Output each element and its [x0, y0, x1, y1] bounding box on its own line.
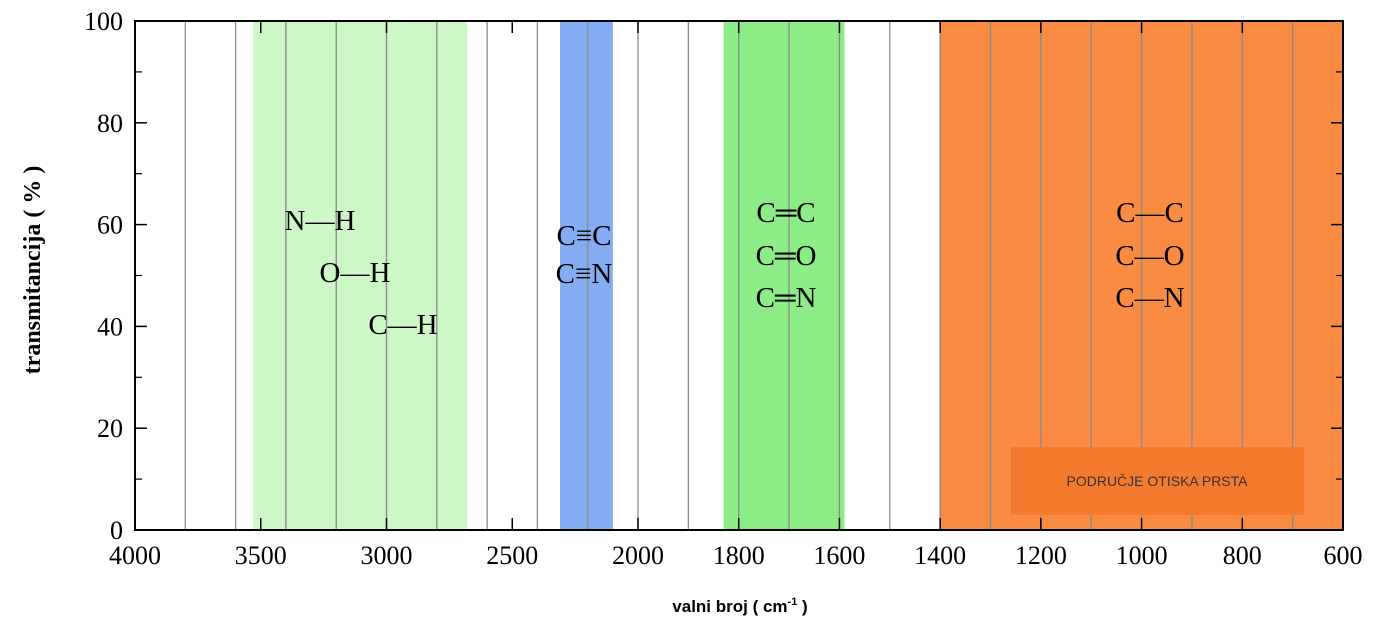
- bond-formulas: N—H O—H C—H C≡C C≡N C═C C═O C═N C—C C—O C—N: [285, 197, 1185, 341]
- y-axis-label: transmitancija ( % ): [20, 166, 46, 375]
- y-tick-label-20: 20: [97, 414, 123, 443]
- bond-label-single-bonds-to-hydrogen-0: N—H: [285, 205, 356, 237]
- x-tick-label-1400: 1400: [914, 541, 966, 570]
- bond-label-single-bonds-to-hydrogen-1: O—H: [320, 257, 391, 289]
- bond-label-double-bonds-1: C═O: [756, 240, 817, 272]
- axis-ticks: [134, 20, 1344, 531]
- y-tick-label-60: 60: [97, 211, 123, 240]
- bond-label-double-bonds-0: C═C: [756, 197, 815, 229]
- x-axis-label-superscript: -1: [788, 596, 798, 608]
- x-tick-label-4000: 4000: [109, 541, 161, 570]
- bond-label-double-bonds-2: C═N: [756, 282, 817, 314]
- x-tick-label-1000: 1000: [1116, 541, 1168, 570]
- bond-label-fingerprint-region-1: C—O: [1115, 240, 1184, 272]
- region-single-bonds-to-hydrogen: [253, 21, 467, 530]
- y-tick-label-100: 100: [84, 7, 123, 36]
- fingerprint-annotation: PODRUČJE OTISKA PRSTA: [1011, 447, 1304, 515]
- region-double-bonds: [723, 21, 845, 530]
- fingerprint-label-box: [1011, 447, 1304, 515]
- x-tick-label-1600: 1600: [813, 541, 865, 570]
- region-triple-bonds: [560, 21, 613, 530]
- x-axis-label: valni broj ( cm-1 ): [672, 596, 807, 616]
- bond-label-triple-bonds-1: C≡N: [556, 258, 613, 290]
- x-axis-label-text: valni broj ( cm: [672, 597, 787, 616]
- fingerprint-label-text: PODRUČJE OTISKA PRSTA: [1067, 473, 1249, 489]
- bond-label-triple-bonds-0: C≡C: [556, 220, 611, 252]
- x-tick-label-1800: 1800: [713, 541, 765, 570]
- x-tick-label-3500: 3500: [235, 541, 287, 570]
- bond-label-single-bonds-to-hydrogen-2: C—H: [368, 309, 437, 341]
- x-tick-label-1200: 1200: [1015, 541, 1067, 570]
- bond-label-fingerprint-region-2: C—N: [1115, 282, 1184, 314]
- x-tick-label-800: 800: [1223, 541, 1262, 570]
- x-axis-label-end: ): [797, 597, 807, 616]
- x-tick-label-2500: 2500: [486, 541, 538, 570]
- x-tick-label-600: 600: [1324, 541, 1363, 570]
- x-tick-label-2000: 2000: [612, 541, 664, 570]
- y-tick-label-40: 40: [97, 312, 123, 341]
- bond-label-fingerprint-region-0: C—C: [1116, 197, 1184, 229]
- x-tick-label-3000: 3000: [361, 541, 413, 570]
- tick-labels: 0 20 40 60 80 100 4000 3500 3000 2500 2000 1800 1600…: [84, 7, 1363, 570]
- y-tick-label-0: 0: [110, 516, 123, 545]
- y-tick-label-80: 80: [97, 109, 123, 138]
- gridlines: [184, 21, 1294, 530]
